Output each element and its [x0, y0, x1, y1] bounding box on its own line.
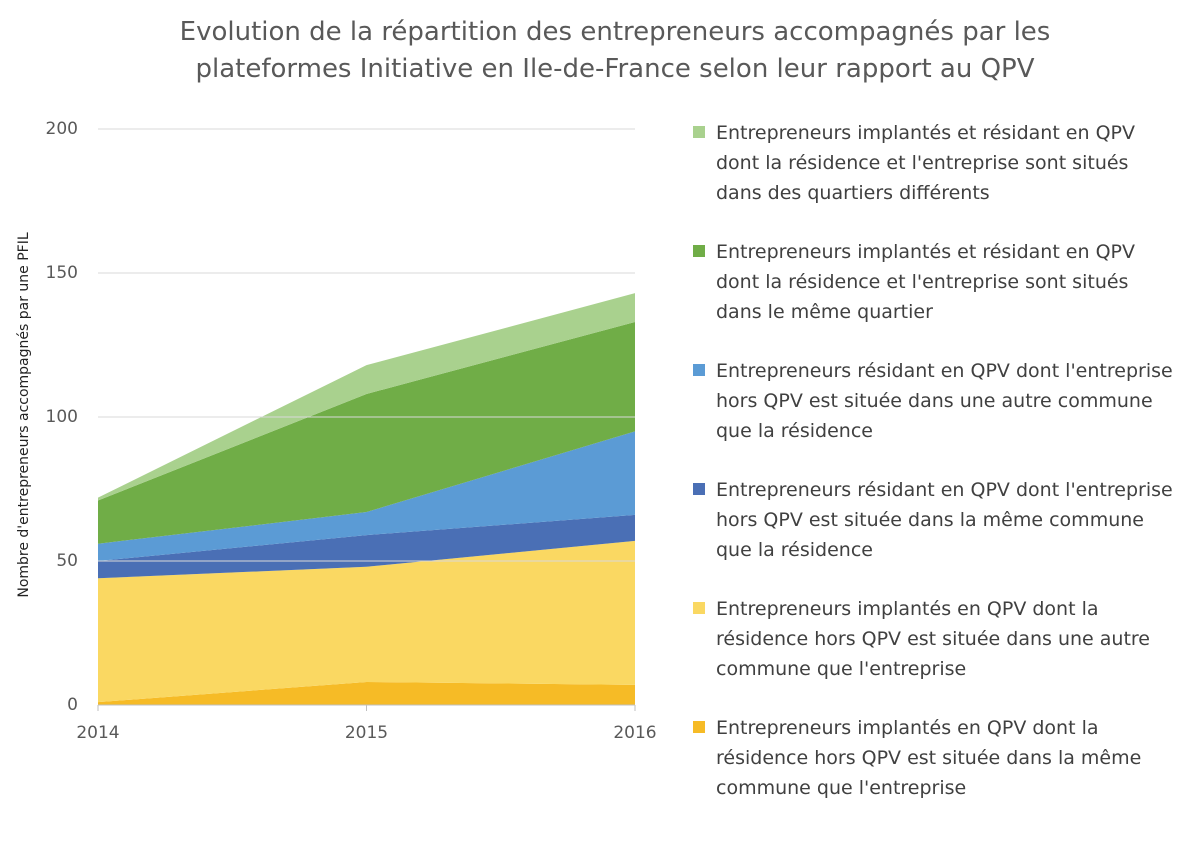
legend-item: Entrepreneurs implantés en QPV dont la r…: [693, 713, 1173, 832]
legend-swatch: [693, 126, 705, 138]
legend-label: Entrepreneurs résidant en QPV dont l'ent…: [716, 360, 1173, 442]
legend-item: Entrepreneurs implantés et résidant en Q…: [693, 118, 1173, 237]
areas: [98, 293, 635, 705]
legend-label: Entrepreneurs implantés et résidant en Q…: [716, 241, 1135, 323]
legend-item: Entrepreneurs implantés en QPV dont la r…: [693, 594, 1173, 713]
legend-item: Entrepreneurs résidant en QPV dont l'ent…: [693, 475, 1173, 594]
y-tick-label: 150: [46, 263, 78, 283]
y-axis-label: Nombre d'entrepreneurs accompagnés par u…: [16, 232, 32, 598]
area: [98, 540, 635, 703]
y-tick-label: 100: [46, 407, 78, 427]
legend-label: Entrepreneurs implantés et résidant en Q…: [716, 122, 1135, 204]
area: [98, 431, 635, 561]
y-tick-label: 200: [46, 119, 78, 139]
y-tick-label: 0: [67, 695, 78, 715]
legend-label: Entrepreneurs implantés en QPV dont la r…: [716, 717, 1142, 799]
area: [98, 514, 635, 579]
legend-swatch: [693, 483, 705, 495]
x-tick-label: 2015: [345, 723, 388, 743]
legend: Entrepreneurs implantés et résidant en Q…: [693, 118, 1173, 832]
chart-title: Evolution de la répartition des entrepre…: [179, 17, 1051, 84]
legend-label: Entrepreneurs résidant en QPV dont l'ent…: [716, 479, 1173, 561]
legend-swatch: [693, 602, 705, 614]
legend-label: Entrepreneurs implantés en QPV dont la r…: [716, 598, 1150, 680]
legend-swatch: [693, 364, 705, 376]
area: [98, 321, 635, 544]
legend-item: Entrepreneurs implantés et résidant en Q…: [693, 237, 1173, 356]
legend-swatch: [693, 721, 705, 733]
x-tick-label: 2014: [76, 723, 119, 743]
legend-item: Entrepreneurs résidant en QPV dont l'ent…: [693, 356, 1173, 475]
chart: Nombre d'entrepreneurs accompagnés par u…: [16, 119, 657, 743]
y-tick-label: 50: [56, 551, 78, 571]
area: [98, 681, 635, 705]
x-tick-label: 2016: [613, 723, 656, 743]
legend-swatch: [693, 245, 705, 257]
area: [98, 293, 635, 501]
